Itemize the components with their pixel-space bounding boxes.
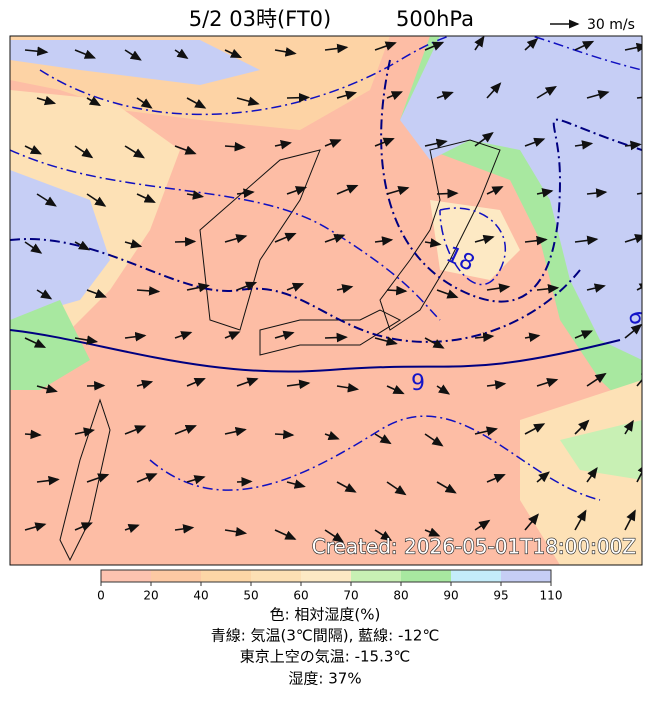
- colorbar-segment: [401, 570, 451, 582]
- colorbar-tick-label: 90: [443, 589, 458, 603]
- legend-line: 湿度: 37%: [288, 670, 361, 688]
- colorbar-segment: [101, 570, 151, 582]
- colorbar-tick-label: 110: [540, 589, 563, 603]
- wind-arrow: [25, 434, 40, 435]
- legend-line: 色: 相対湿度(%): [270, 606, 381, 624]
- wind-arrow: [387, 290, 406, 291]
- colorbar-tick-label: 95: [493, 589, 508, 603]
- colorbar-tick-label: 0: [97, 589, 105, 603]
- wind-arrow: [325, 337, 346, 338]
- colorbar-segment: [351, 570, 401, 582]
- colorbar-tick-label: 20: [143, 589, 158, 603]
- colorbar-tick-label: 70: [343, 589, 358, 603]
- colorbar-segment: [151, 570, 201, 582]
- wind-arrow: [437, 193, 457, 194]
- contour-label: 9: [411, 371, 425, 396]
- contour-label: 6: [623, 309, 650, 327]
- level: 500hPa: [396, 7, 474, 31]
- colorbar-segment: [451, 570, 501, 582]
- colorbar-tick-label: 40: [193, 589, 208, 603]
- wind-arrow: [175, 241, 195, 242]
- colorbar-segment: [301, 570, 351, 582]
- colorbar-segment: [201, 570, 251, 582]
- wind-arrow: [287, 97, 308, 98]
- wind-arrow: [275, 434, 293, 435]
- title: 5/2 03時(FT0): [189, 7, 331, 31]
- colorbar-segment: [251, 570, 301, 582]
- colorbar-tick-label: 60: [293, 589, 308, 603]
- wind-arrow: [237, 481, 251, 482]
- colorbar-tick-label: 50: [243, 589, 258, 603]
- map: 18 9 6 Created: 2026-05-01T18:00:00Z: [10, 29, 651, 565]
- colorbar-segment: [501, 570, 551, 582]
- created-stamp: Created: 2026-05-01T18:00:00Z: [312, 535, 636, 559]
- legend-line: 青線: 気温(3℃間隔), 藍線: -12℃: [211, 627, 440, 645]
- legend-line: 東京上空の気温: -15.3℃: [240, 648, 410, 666]
- colorbar: 0 20 40 50 60 70 80 90 95 110: [97, 570, 562, 603]
- colorbar-tick-label: 80: [393, 589, 408, 603]
- wind-scale: 30 m/s: [587, 17, 635, 33]
